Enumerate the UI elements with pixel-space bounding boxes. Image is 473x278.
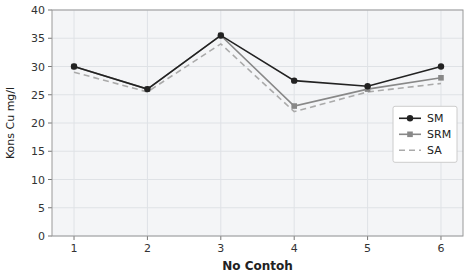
grid-line-x [147, 10, 148, 236]
marker-square [71, 64, 77, 70]
marker-square [145, 86, 151, 92]
tick-y [48, 207, 52, 208]
tick-y [48, 10, 52, 11]
tick-label-y: 40 [31, 4, 45, 17]
tick-label-y: 35 [31, 32, 45, 45]
tick-y [48, 38, 52, 39]
tick-y [48, 123, 52, 124]
legend-marker [407, 132, 413, 138]
tick-label-y: 10 [31, 174, 45, 187]
plot-frame [52, 10, 463, 236]
legend-label: SRM [427, 128, 451, 141]
series-line [74, 35, 441, 89]
marker-square [438, 75, 444, 81]
legend-box [393, 106, 457, 162]
grid-line-y [52, 207, 463, 208]
tick-label-y: 0 [38, 230, 45, 243]
grid-line-y [52, 66, 463, 67]
tick-x [440, 236, 441, 240]
grid-line-y [52, 94, 463, 95]
tick-label-x: 3 [217, 242, 224, 255]
marker-circle [144, 86, 150, 92]
tick-label-y: 25 [31, 89, 45, 102]
tick-label-x: 2 [144, 242, 151, 255]
tick-y [48, 66, 52, 67]
marker-circle [364, 83, 370, 89]
chart: 0 5 10 15 20 25 30 35 40 1 2 3 4 5 6 No Contoh Kons Cu m… [0, 0, 473, 278]
tick-x [294, 236, 295, 240]
tick-label-x: 5 [364, 242, 371, 255]
series-line [74, 44, 441, 112]
tick-label-x: 1 [71, 242, 78, 255]
tick-y [48, 179, 52, 180]
marker-square [218, 33, 224, 39]
tick-x [367, 236, 368, 240]
grid-line-x [74, 10, 75, 236]
tick-y [48, 236, 52, 237]
tick-y [48, 94, 52, 95]
grid-line-y [52, 179, 463, 180]
tick-label-y: 30 [31, 61, 45, 74]
plot-area [52, 10, 463, 236]
tick-x [147, 236, 148, 240]
legend-label: SM [427, 112, 443, 125]
marker-circle [218, 32, 224, 38]
grid-line-y [52, 38, 463, 39]
grid-line-x [367, 10, 368, 236]
tick-x [220, 236, 221, 240]
legend: SM SRM SA [393, 106, 457, 162]
tick-label-y: 20 [31, 117, 45, 130]
tick-y [48, 151, 52, 152]
tick-label-x: 4 [291, 242, 298, 255]
y-axis-label: Kons Cu mg/l [4, 87, 17, 159]
tick-x [74, 236, 75, 240]
series-line [74, 35, 441, 106]
data-layer [71, 32, 444, 111]
x-axis-label: No Contoh [222, 259, 293, 273]
legend-marker [407, 115, 413, 121]
legend-swatch [399, 150, 421, 152]
marker-circle [291, 77, 297, 83]
marker-circle [438, 63, 444, 69]
tick-label-x: 6 [437, 242, 444, 255]
marker-circle [71, 63, 77, 69]
tick-label-y: 15 [31, 145, 45, 158]
marker-square [291, 103, 297, 109]
legend-label: SA [427, 144, 442, 157]
grid-line-x [294, 10, 295, 236]
tick-label-y: 5 [38, 202, 45, 215]
